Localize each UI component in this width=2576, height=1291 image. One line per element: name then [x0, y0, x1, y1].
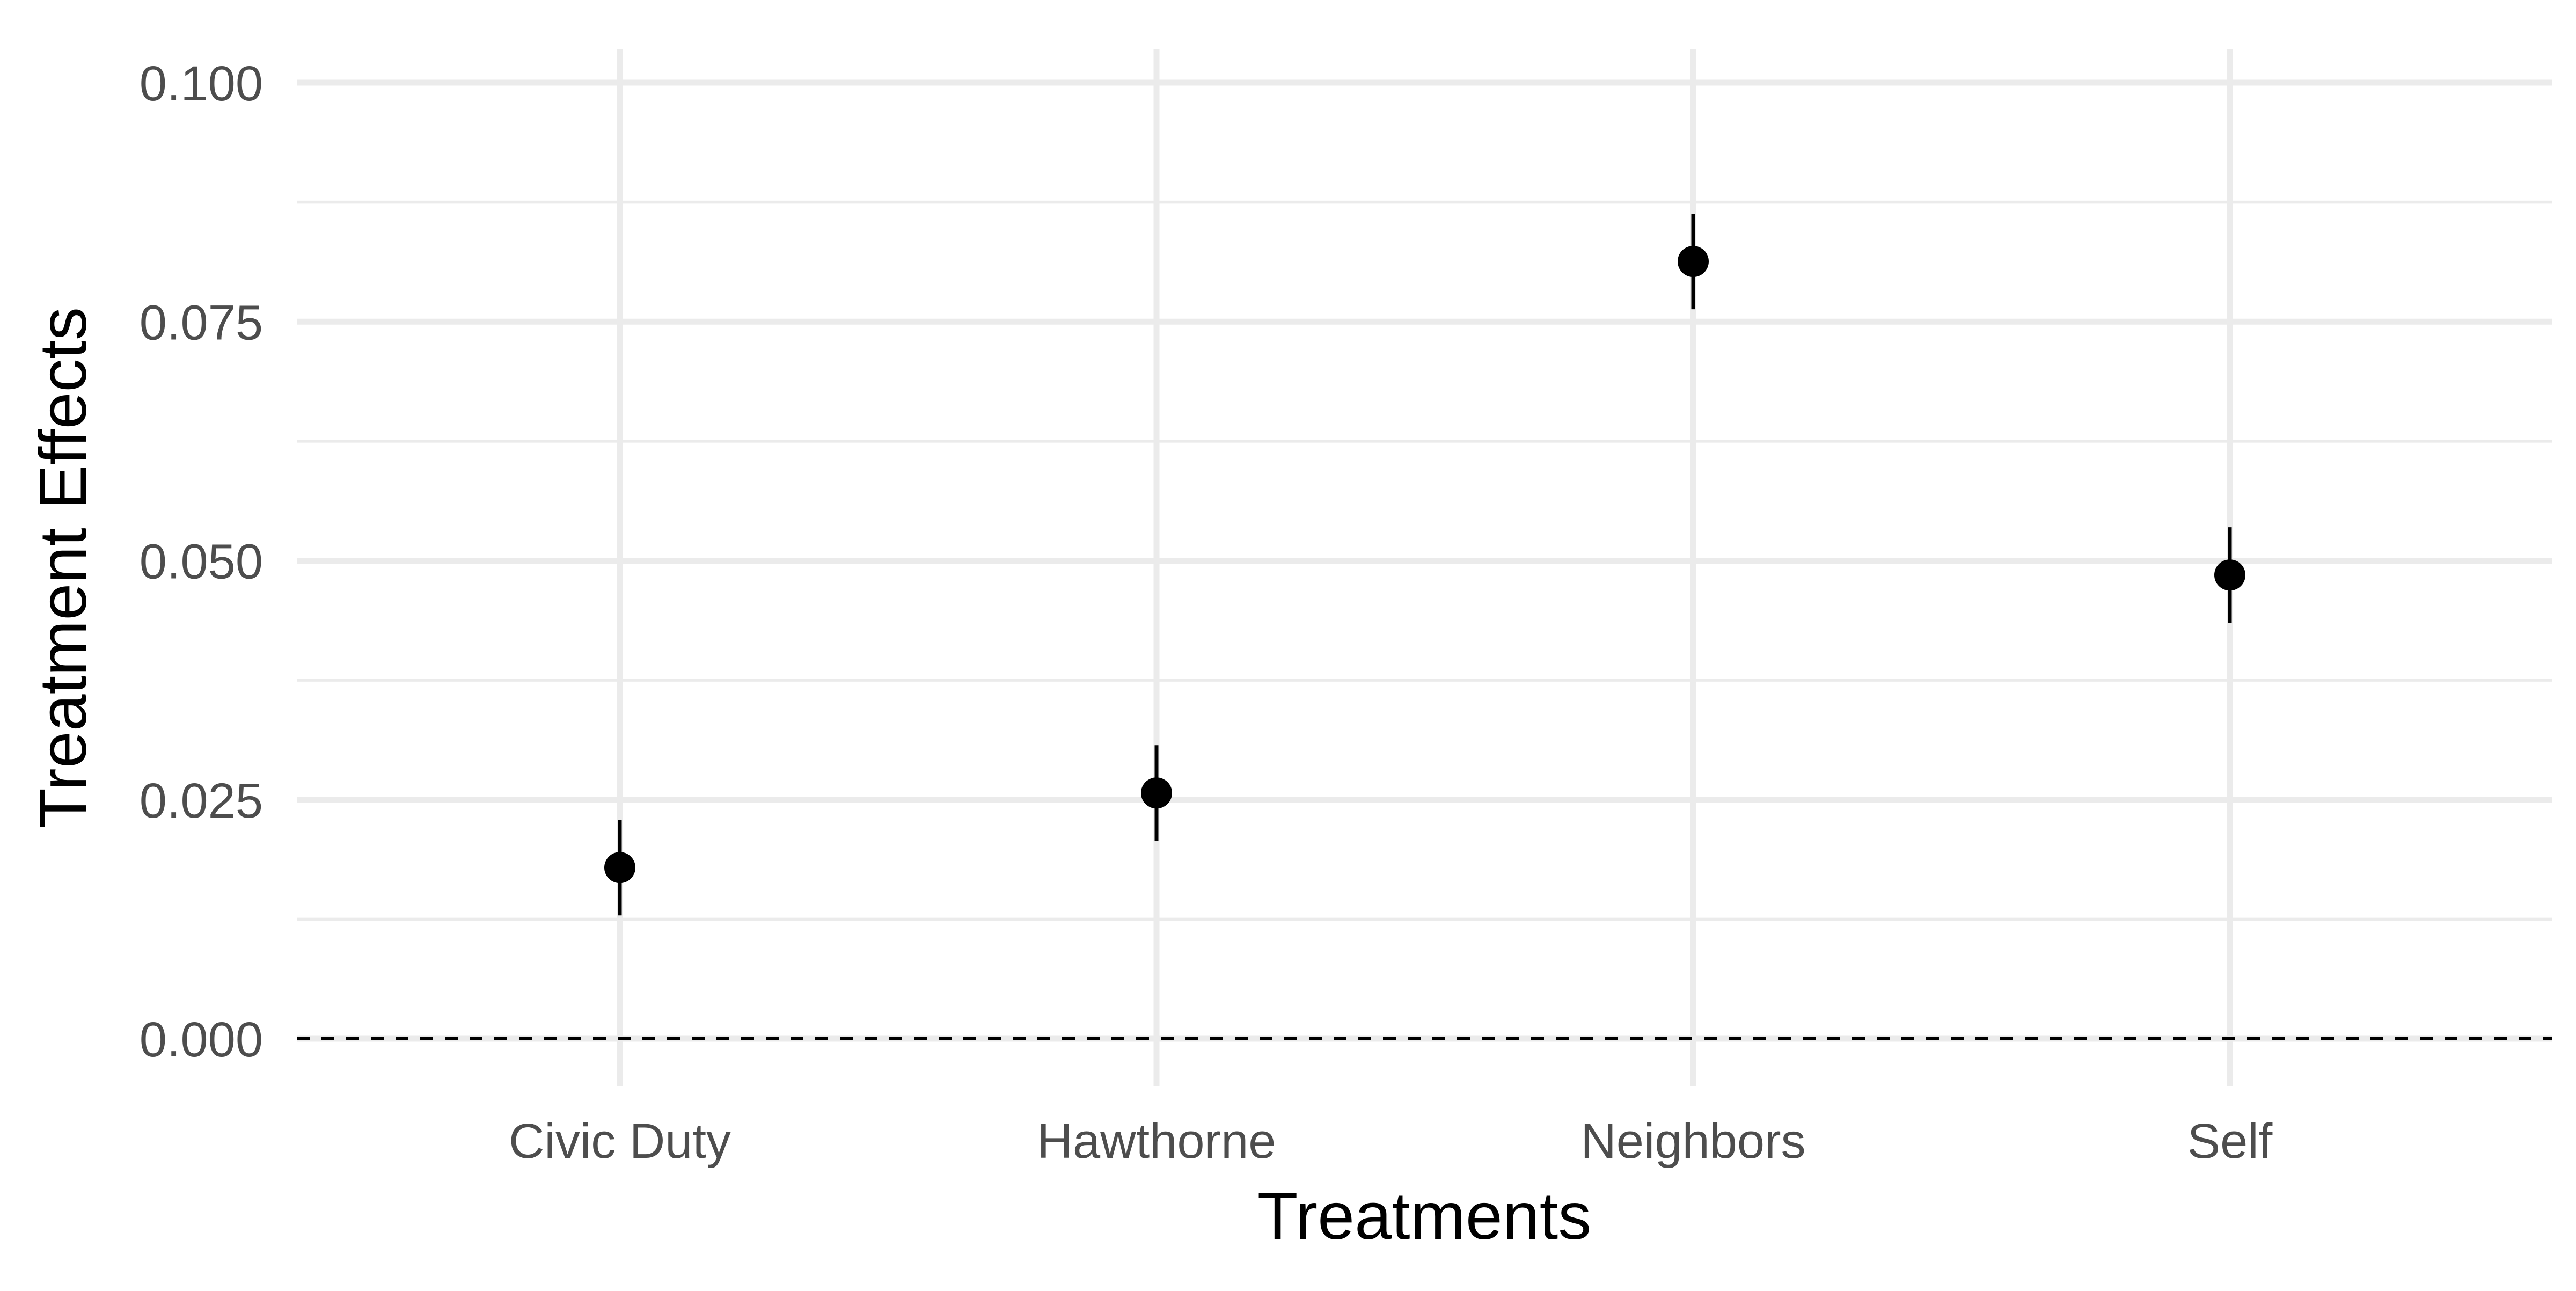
x-tick-labels: Civic Duty Hawthorne Neighbors Self [509, 1114, 2273, 1169]
x-axis-title: Treatments [1257, 1179, 1591, 1253]
y-tick-label: 0.100 [140, 56, 263, 111]
data-layer [604, 213, 2245, 916]
y-tick-label: 0.050 [140, 535, 263, 589]
data-point [604, 852, 635, 884]
y-tick-label: 0.025 [140, 774, 263, 828]
data-point [1141, 777, 1172, 809]
x-tick-label: Self [2187, 1114, 2273, 1169]
y-tick-label: 0.000 [140, 1012, 263, 1067]
x-tick-label: Hawthorne [1037, 1114, 1276, 1169]
x-tick-label: Neighbors [1580, 1114, 1805, 1169]
y-tick-label: 0.075 [140, 295, 263, 350]
y-axis-title: Treatment Effects [26, 307, 100, 829]
data-point [1678, 246, 1709, 278]
grid-layer [297, 49, 2552, 1087]
x-tick-label: Civic Duty [509, 1114, 731, 1169]
data-point [2214, 559, 2245, 591]
y-tick-labels: 0.000 0.025 0.050 0.075 0.100 [140, 56, 263, 1067]
